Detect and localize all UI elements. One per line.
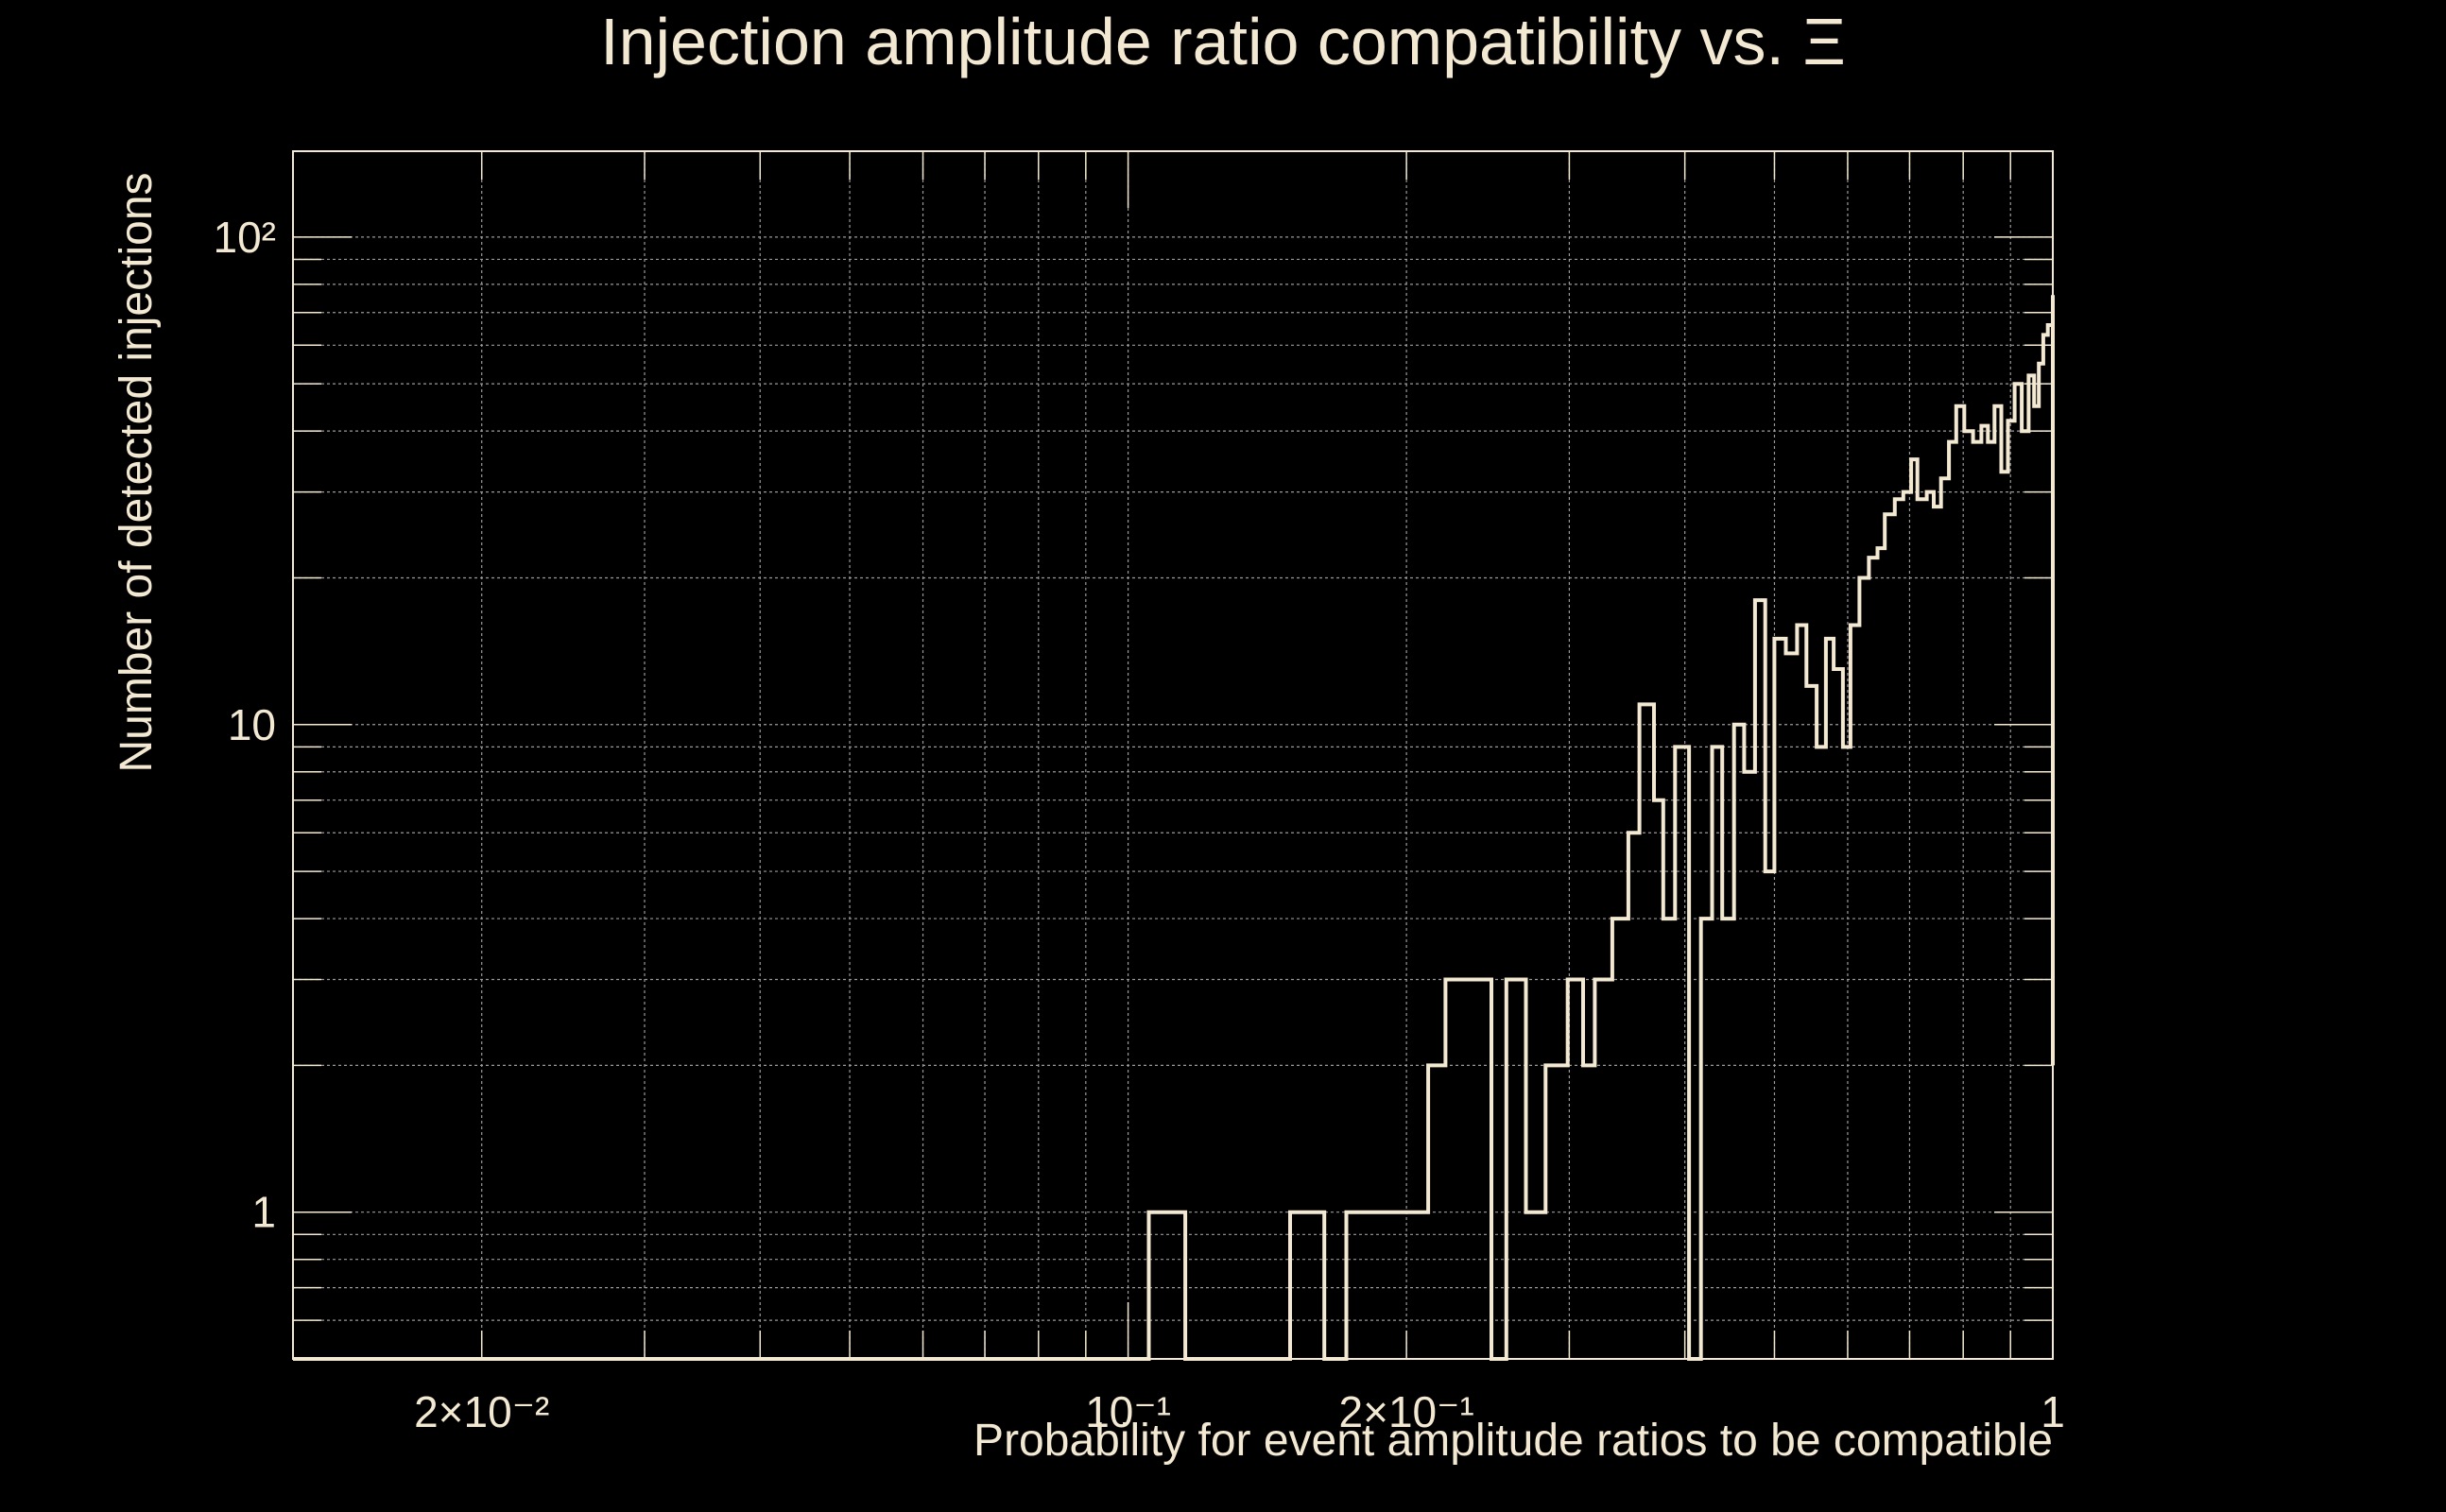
series-0-line bbox=[293, 295, 2055, 1361]
x-axis-label: Probability for event amplitude ratios t… bbox=[973, 1416, 2053, 1466]
x-tick-labels: 2×10⁻² 10⁻¹ 2×10⁻¹ 1 bbox=[414, 1387, 2065, 1436]
y-axis-label: Number of detected injections bbox=[112, 172, 162, 772]
y-tick-label: 10² bbox=[214, 213, 276, 262]
chart-title: Injection amplitude ratio compatibility … bbox=[600, 5, 1846, 78]
axis-ticks bbox=[293, 151, 2054, 1360]
x-tick-label: 2×10⁻¹ bbox=[1339, 1387, 1474, 1436]
x-tick-label: 2×10⁻² bbox=[414, 1387, 549, 1436]
y-tick-label: 10 bbox=[228, 700, 276, 749]
y-tick-label: 1 bbox=[251, 1188, 276, 1237]
x-tick-label: 1 bbox=[2041, 1387, 2065, 1436]
x-tick-label: 10⁻¹ bbox=[1085, 1387, 1171, 1436]
y-tick-labels: 1 10 10² bbox=[214, 213, 276, 1237]
